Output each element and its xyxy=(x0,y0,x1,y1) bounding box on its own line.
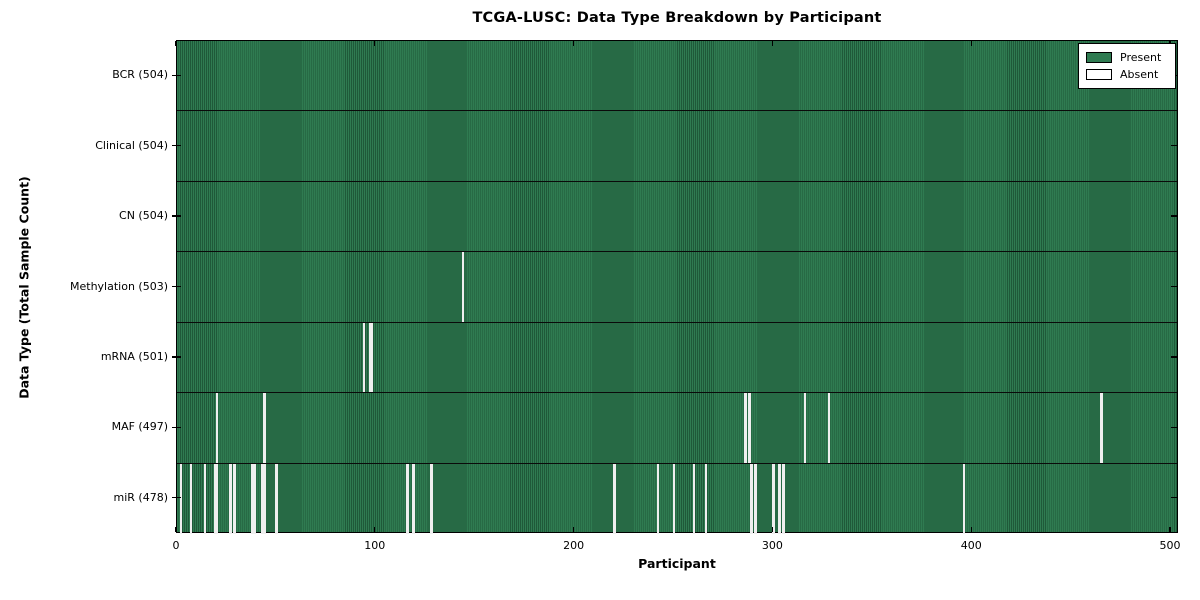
absent-mark xyxy=(748,393,751,463)
y-tick xyxy=(172,497,181,499)
absent-mark xyxy=(370,322,374,393)
absent-mark xyxy=(253,463,256,534)
x-tick-label-300: 300 xyxy=(761,539,783,552)
absent-mark xyxy=(368,322,372,393)
row-cn xyxy=(177,182,1177,253)
absent-mark xyxy=(263,463,266,534)
row-mir xyxy=(177,463,1177,534)
x-tick xyxy=(771,41,774,46)
absent-mark xyxy=(261,463,264,534)
x-tick xyxy=(573,41,575,46)
absent-mark xyxy=(827,393,831,463)
y-tick xyxy=(1171,356,1177,358)
absent-swatch xyxy=(1086,69,1112,80)
y-tick-label-bcr: BCR (504) xyxy=(112,68,168,82)
x-tick-label-100: 100 xyxy=(364,539,386,552)
present-swatch xyxy=(1086,52,1112,63)
y-tick xyxy=(1171,215,1177,217)
y-tick xyxy=(1171,426,1177,428)
absent-mark xyxy=(215,463,218,534)
y-tick xyxy=(172,356,181,358)
absent-mark xyxy=(189,463,193,534)
absent-mark xyxy=(406,463,409,534)
y-tick xyxy=(1171,145,1177,147)
heatmap-rows xyxy=(177,41,1177,534)
row-methylation xyxy=(177,252,1177,323)
absent-mark xyxy=(750,463,753,534)
absent-mark xyxy=(656,463,660,534)
absent-mark xyxy=(778,463,781,534)
absent-mark xyxy=(704,463,708,534)
y-tick xyxy=(1171,285,1177,288)
absent-mark xyxy=(362,322,366,393)
legend-label-present: Present xyxy=(1120,51,1162,64)
absent-mark xyxy=(744,393,747,463)
y-tick-label-maf: MAF (497) xyxy=(111,420,168,434)
x-tick xyxy=(1169,527,1171,532)
absent-mark xyxy=(430,463,433,534)
absent-mark xyxy=(613,463,616,534)
x-tick-label-500: 500 xyxy=(1159,539,1181,552)
y-tick xyxy=(172,426,181,428)
absent-mark xyxy=(263,393,266,463)
chart-title: TCGA-LUSC: Data Type Breakdown by Partic… xyxy=(472,10,882,26)
y-tick-label-cn: CN (504) xyxy=(119,209,168,223)
x-tick xyxy=(970,527,972,532)
row-bcr xyxy=(177,41,1177,112)
absent-mark xyxy=(275,463,278,534)
plot-area xyxy=(176,40,1178,534)
legend-entry-present: Present xyxy=(1086,49,1168,66)
absent-mark xyxy=(963,463,966,534)
row-mrna xyxy=(177,322,1177,394)
x-tick-label-400: 400 xyxy=(960,539,982,552)
x-tick xyxy=(374,41,376,46)
absent-mark xyxy=(215,393,218,463)
absent-mark xyxy=(251,463,254,534)
y-tick xyxy=(1171,497,1177,499)
legend-entry-absent: Absent xyxy=(1086,66,1168,83)
absent-mark xyxy=(213,463,216,534)
absent-mark xyxy=(412,463,415,534)
x-tick xyxy=(573,527,575,532)
row-maf xyxy=(177,393,1177,464)
absent-mark xyxy=(692,463,696,534)
absent-mark xyxy=(229,463,232,534)
x-tick xyxy=(175,41,177,46)
absent-mark xyxy=(1100,393,1103,463)
absent-mark xyxy=(754,463,757,534)
x-tick xyxy=(771,527,774,532)
absent-mark xyxy=(179,463,183,534)
y-tick-label-clinical: Clinical (504) xyxy=(95,138,168,152)
y-tick xyxy=(172,285,181,288)
x-tick xyxy=(175,527,177,532)
y-tick-label-methylation: Methylation (503) xyxy=(70,279,168,293)
x-tick xyxy=(970,41,972,46)
x-tick-label-0: 0 xyxy=(172,539,180,552)
x-axis-title: Participant xyxy=(638,556,716,571)
legend-label-absent: Absent xyxy=(1120,68,1159,81)
x-tick-label-200: 200 xyxy=(563,539,585,552)
absent-mark xyxy=(804,393,807,463)
legend: Present Absent xyxy=(1078,43,1176,89)
absent-mark xyxy=(462,252,465,322)
y-tick xyxy=(172,215,181,217)
y-tick xyxy=(172,74,181,76)
y-tick xyxy=(172,145,181,147)
y-tick-label-mrna: mRNA (501) xyxy=(100,349,168,363)
absent-mark xyxy=(782,463,785,534)
absent-mark xyxy=(672,463,676,534)
absent-mark xyxy=(203,463,207,534)
y-tick-label-mir: miR (478) xyxy=(113,490,169,504)
absent-mark xyxy=(772,463,775,534)
x-tick xyxy=(374,527,376,532)
absent-mark xyxy=(233,463,236,534)
row-clinical xyxy=(177,111,1177,182)
